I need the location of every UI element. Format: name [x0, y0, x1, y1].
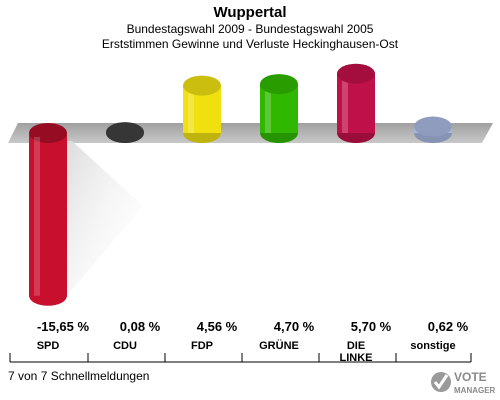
bar-fdp: [183, 75, 221, 143]
value-label: 5,70 %: [351, 319, 392, 334]
bar-spd: [29, 123, 67, 306]
category-label: GRÜNE: [259, 339, 299, 352]
chart-title: Wuppertal: [213, 4, 287, 21]
brand-line1: VOTE: [454, 370, 487, 384]
vote-manager-logo: VOTE MANAGER: [431, 370, 496, 395]
bar-highlight: [34, 137, 40, 296]
category-label: FDP: [191, 340, 213, 352]
chart-subtitle-line1: Bundestagswahl 2009 - Bundestagswahl 200…: [126, 22, 374, 36]
bar-cdu: [106, 122, 144, 143]
bar-die-linke: [337, 63, 375, 143]
value-label: 0,08 %: [120, 319, 161, 334]
bar-bottom: [29, 285, 67, 306]
bar-highlight: [265, 84, 271, 133]
status-text: 7 von 7 Schnellmeldungen: [8, 369, 150, 383]
value-label: 4,70 %: [274, 319, 315, 334]
category-label: DIE LINKE: [340, 340, 373, 364]
value-label: 0,62 %: [428, 319, 469, 334]
bar-gr-ne: [260, 74, 298, 143]
bar-top: [414, 116, 452, 137]
bar-top: [29, 123, 67, 143]
chart-subtitle-line2: Erststimmen Gewinne und Verluste Hecking…: [101, 37, 399, 51]
category-label: SPD: [37, 340, 60, 352]
bar-sonstige: [414, 116, 452, 143]
bar-highlight: [342, 73, 348, 133]
bar-highlight: [188, 85, 194, 133]
category-label: sonstige: [410, 340, 455, 352]
category-label: CDU: [113, 340, 137, 352]
bar-top: [183, 75, 221, 96]
value-label: -15,65 %: [37, 319, 89, 334]
bar-top: [337, 63, 375, 84]
bar-top: [260, 74, 298, 95]
bar-shadow: [67, 141, 143, 296]
bar-body: [29, 133, 67, 296]
bar-top: [106, 122, 144, 143]
checkmark-icon: [431, 372, 451, 392]
brand-line2: MANAGER: [454, 386, 496, 395]
value-label: 4,56 %: [197, 319, 238, 334]
